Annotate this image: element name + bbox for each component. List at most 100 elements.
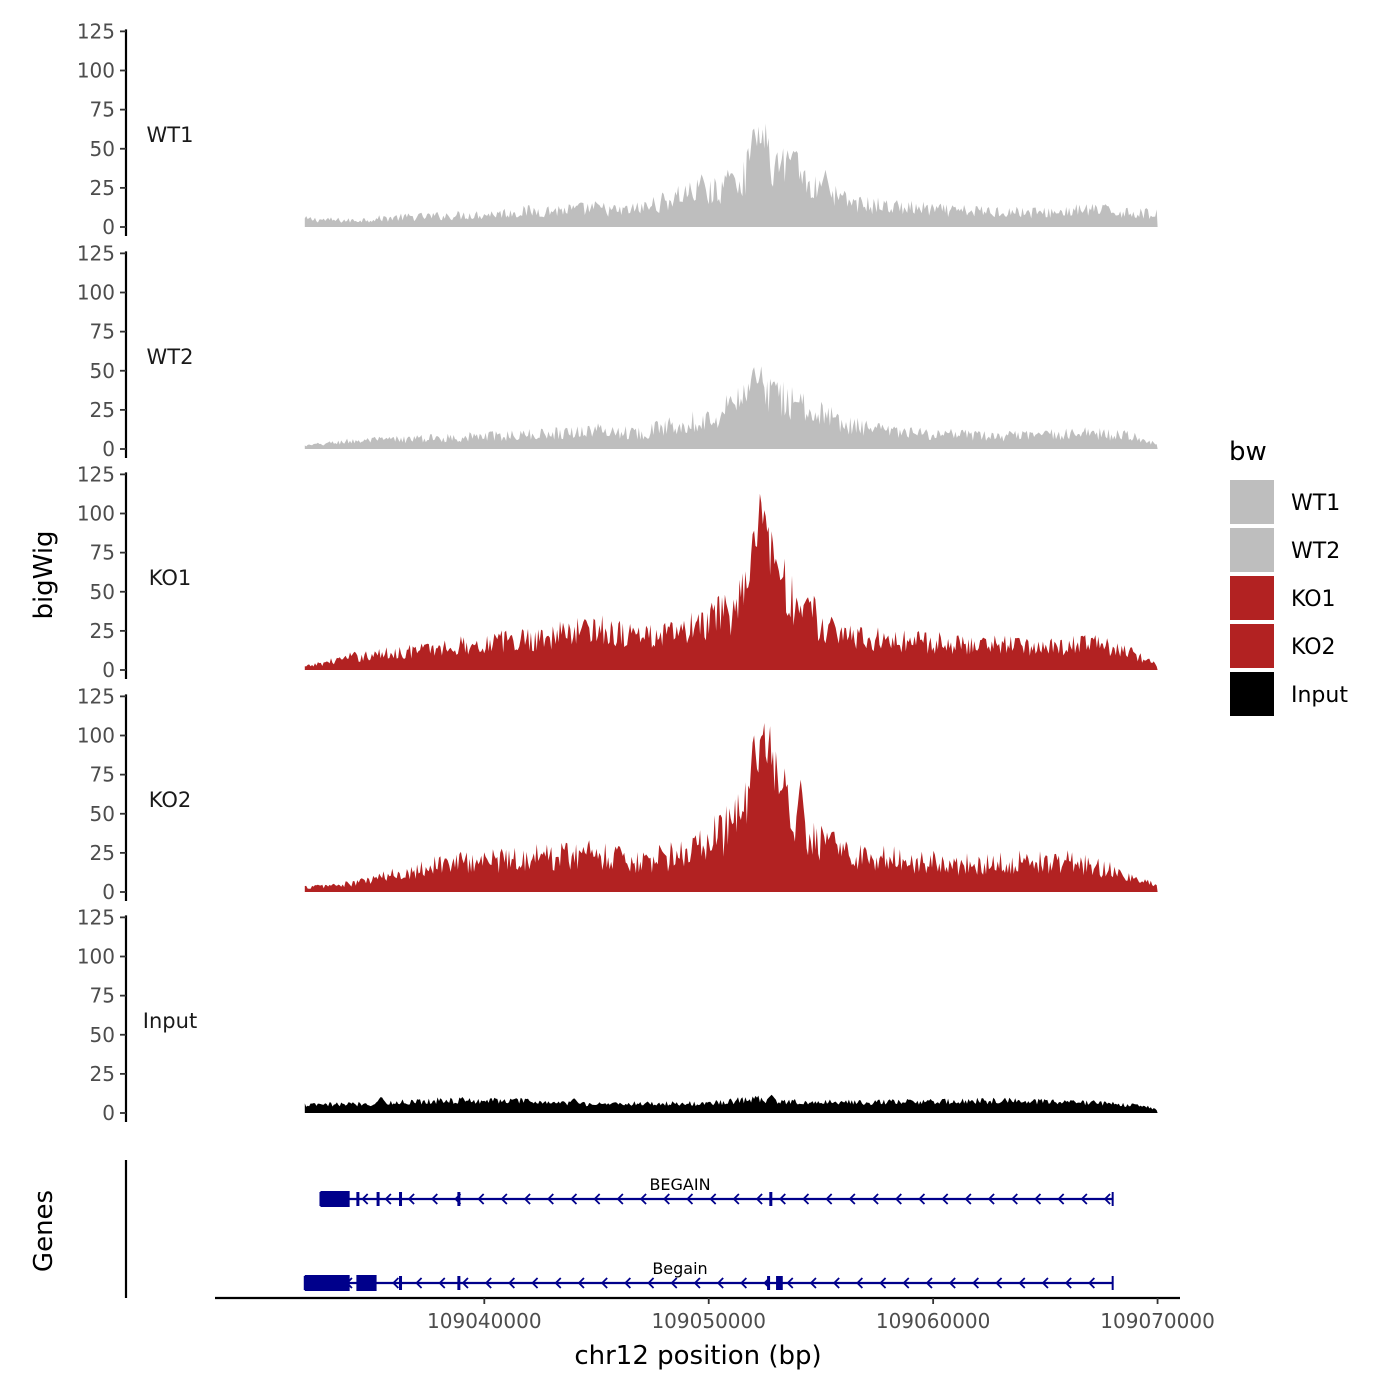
strand-arrow: [879, 1277, 887, 1289]
strand-arrow: [624, 1277, 632, 1289]
strand-arrow: [600, 1277, 608, 1289]
track-label: WT2: [147, 345, 194, 369]
legend: bw WT1 WT2 KO1 KO2 Input: [1229, 437, 1348, 716]
strand-arrow: [825, 1193, 833, 1205]
strand-arrow: [848, 1193, 856, 1205]
track-label: WT1: [147, 123, 194, 147]
strand-arrow: [392, 1277, 400, 1289]
x-tick-label: 109070000: [1100, 1309, 1215, 1333]
x-axis-title: chr12 position (bp): [574, 1341, 821, 1371]
y-tick-label: 0: [102, 658, 115, 682]
strand-arrow: [902, 1277, 910, 1289]
coverage-area-ko2: [304, 723, 1158, 892]
strand-arrow: [670, 1277, 678, 1289]
strand-arrow: [832, 1277, 840, 1289]
strand-arrow: [639, 1193, 647, 1205]
gene-exon: [767, 1276, 771, 1290]
y-tick-label: 125: [77, 905, 115, 929]
y-tick-label: 100: [77, 724, 115, 748]
strand-arrow: [987, 1193, 995, 1205]
strand-arrow: [616, 1193, 624, 1205]
coverage-tracks: 0 25 50 75 100 125 WT1 0 25 50 75 100 125 WT2 0 25 50 75 1…: [77, 19, 1158, 1125]
strand-arrow: [802, 1193, 810, 1205]
y-tick-label: 125: [77, 462, 115, 486]
y-axis-title: bigWig: [29, 530, 59, 619]
y-tick-label: 50: [90, 580, 115, 604]
strand-arrow: [686, 1193, 694, 1205]
strand-arrow: [856, 1277, 864, 1289]
y-tick-label: 25: [90, 841, 115, 865]
strand-arrow: [1064, 1277, 1072, 1289]
strand-arrow: [871, 1193, 879, 1205]
x-tick-label: 109040000: [427, 1309, 542, 1333]
y-tick-label: 75: [90, 541, 115, 565]
strand-arrow: [361, 1193, 369, 1205]
strand-arrow: [964, 1193, 972, 1205]
gene-exon: [399, 1192, 403, 1206]
y-tick-label: 25: [90, 176, 115, 200]
legend-label-ko2: KO2: [1291, 635, 1336, 660]
y-tick-label: 125: [77, 684, 115, 708]
gene-exon: [356, 1275, 377, 1291]
strand-arrow: [925, 1277, 933, 1289]
strand-arrow: [431, 1193, 438, 1205]
legend-swatch-wt1: [1230, 480, 1274, 524]
legend-swatch-ko2: [1230, 624, 1274, 668]
strand-arrow: [438, 1277, 446, 1289]
strand-arrow: [1103, 1193, 1111, 1205]
legend-swatch-wt2: [1230, 528, 1274, 572]
gene-name-label: Begain: [652, 1259, 707, 1278]
strand-arrow: [1011, 1193, 1018, 1205]
y-tick-label: 75: [90, 98, 115, 122]
coverage-area-input: [304, 1094, 1158, 1113]
strand-arrow: [663, 1193, 670, 1205]
gene-exon: [376, 1192, 380, 1206]
legend-label-ko1: KO1: [1291, 587, 1336, 612]
x-tick-label: 109060000: [876, 1309, 991, 1333]
strand-arrow: [716, 1277, 724, 1289]
strand-arrow: [1080, 1193, 1088, 1205]
strand-arrow: [547, 1193, 554, 1205]
strand-arrow: [895, 1193, 902, 1205]
y-tick-label: 25: [90, 619, 115, 643]
y-tick-label: 50: [90, 802, 115, 826]
strand-arrow: [1041, 1277, 1049, 1289]
coverage-area-wt1: [304, 123, 1158, 227]
strand-arrow: [995, 1277, 1003, 1289]
strand-arrow: [709, 1193, 717, 1205]
strand-arrow: [918, 1193, 926, 1205]
y-tick-label: 75: [90, 984, 115, 1008]
track-wt1: 0 25 50 75 100 125 WT1: [77, 19, 1158, 239]
y-tick-label: 25: [90, 398, 115, 422]
strand-arrow: [508, 1277, 516, 1289]
y-tick-label: 75: [90, 320, 115, 344]
strand-arrow: [577, 1277, 585, 1289]
y-tick-label: 0: [102, 880, 115, 904]
gene-exon: [399, 1276, 403, 1290]
strand-arrow: [554, 1277, 562, 1289]
strand-arrow: [755, 1193, 763, 1205]
strand-arrow: [740, 1277, 748, 1289]
strand-arrow: [477, 1193, 485, 1205]
strand-arrow: [1034, 1193, 1042, 1205]
strand-arrow: [570, 1193, 578, 1205]
y-tick-label: 125: [77, 241, 115, 265]
legend-swatch-ko1: [1230, 576, 1274, 620]
strand-arrow: [941, 1193, 949, 1205]
strand-arrow: [972, 1277, 980, 1289]
strand-arrow: [523, 1193, 531, 1205]
legend-title: bw: [1229, 437, 1267, 467]
gene-begain: Begain: [303, 1259, 1114, 1291]
y-tick-label: 0: [102, 1101, 115, 1125]
y-tick-label: 50: [90, 137, 115, 161]
gene-exon: [320, 1191, 350, 1207]
track-label: KO1: [149, 566, 192, 590]
strand-arrow: [1018, 1277, 1026, 1289]
strand-arrow: [407, 1193, 415, 1205]
gene-exon: [769, 1192, 773, 1206]
y-tick-label: 0: [102, 215, 115, 239]
legend-swatch-input: [1230, 672, 1274, 716]
strand-arrow: [384, 1193, 392, 1205]
coverage-area-ko1: [304, 493, 1158, 670]
